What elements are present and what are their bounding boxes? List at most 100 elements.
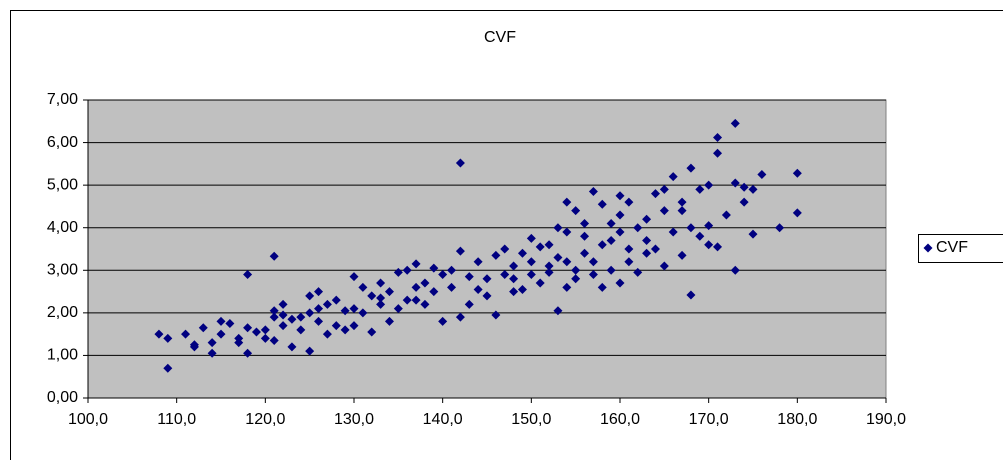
y-tick-label: 6,00 [47, 134, 78, 151]
point [411, 259, 421, 269]
point [695, 231, 705, 241]
point [278, 299, 288, 309]
point [216, 316, 226, 326]
point [588, 257, 598, 267]
point [154, 329, 164, 339]
point [314, 304, 324, 314]
x-tick-label: 140,0 [423, 411, 463, 428]
point [677, 250, 687, 260]
point [650, 189, 660, 199]
point [500, 270, 510, 280]
point [225, 319, 235, 328]
point [243, 323, 253, 333]
point [553, 306, 563, 316]
x-tick-label: 190,0 [866, 411, 906, 428]
point [597, 240, 607, 250]
point [269, 336, 279, 346]
point [464, 299, 474, 309]
point [748, 229, 758, 239]
point [251, 327, 261, 337]
point [650, 244, 660, 254]
point [526, 257, 536, 267]
point [260, 333, 270, 343]
point [376, 293, 386, 303]
point [296, 312, 306, 322]
point [615, 278, 625, 288]
point [659, 206, 669, 216]
point [544, 267, 554, 277]
point [234, 338, 244, 348]
point [163, 363, 173, 373]
point [500, 244, 510, 254]
point [562, 227, 572, 237]
point [544, 240, 554, 250]
y-tick-label: 2,00 [47, 304, 78, 321]
point [473, 284, 483, 294]
x-tick-label: 100,0 [68, 411, 108, 428]
point [748, 184, 758, 194]
x-tick-label: 170,0 [689, 411, 729, 428]
point [544, 261, 554, 271]
point [287, 342, 297, 352]
point [624, 197, 634, 207]
point [615, 227, 625, 237]
point [571, 274, 581, 284]
point [624, 257, 634, 267]
x-tick-label: 150,0 [511, 411, 551, 428]
point [163, 333, 173, 343]
point [207, 348, 217, 358]
point [677, 206, 687, 216]
point [340, 306, 350, 316]
point [482, 274, 492, 284]
point [429, 263, 439, 273]
point [260, 325, 270, 335]
point [686, 223, 696, 233]
x-tick-label: 110,0 [157, 411, 196, 428]
point [730, 118, 740, 128]
point [659, 184, 669, 194]
x-tick-label: 160,0 [600, 411, 640, 428]
point [411, 282, 421, 292]
point [473, 257, 483, 267]
point [384, 287, 394, 297]
point [393, 267, 403, 277]
point [642, 248, 652, 258]
point [580, 248, 590, 258]
point [216, 329, 226, 339]
point [597, 199, 607, 209]
point [606, 218, 616, 228]
point [455, 312, 465, 322]
point [296, 325, 306, 335]
point [792, 168, 802, 178]
x-tick-label: 130,0 [334, 411, 374, 428]
point [509, 274, 519, 284]
point [376, 278, 386, 288]
point [633, 223, 643, 233]
point [562, 257, 572, 267]
legend-label: CVF [936, 239, 968, 256]
point [189, 340, 199, 350]
point [713, 132, 723, 142]
point [340, 325, 350, 335]
point [535, 242, 545, 252]
point [668, 172, 678, 182]
point [615, 191, 625, 201]
y-tick-label: 5,00 [47, 176, 78, 193]
point [624, 244, 634, 254]
point [349, 321, 359, 331]
point [739, 182, 749, 192]
point [588, 187, 598, 197]
point [730, 178, 740, 188]
point [562, 282, 572, 292]
point [571, 206, 581, 216]
legend-marker [923, 243, 933, 253]
point [207, 338, 217, 348]
point [633, 267, 643, 277]
point [447, 282, 457, 292]
point [535, 278, 545, 288]
point [455, 158, 465, 168]
point [491, 310, 501, 320]
point [526, 233, 536, 243]
point [305, 291, 315, 301]
point [305, 346, 315, 356]
